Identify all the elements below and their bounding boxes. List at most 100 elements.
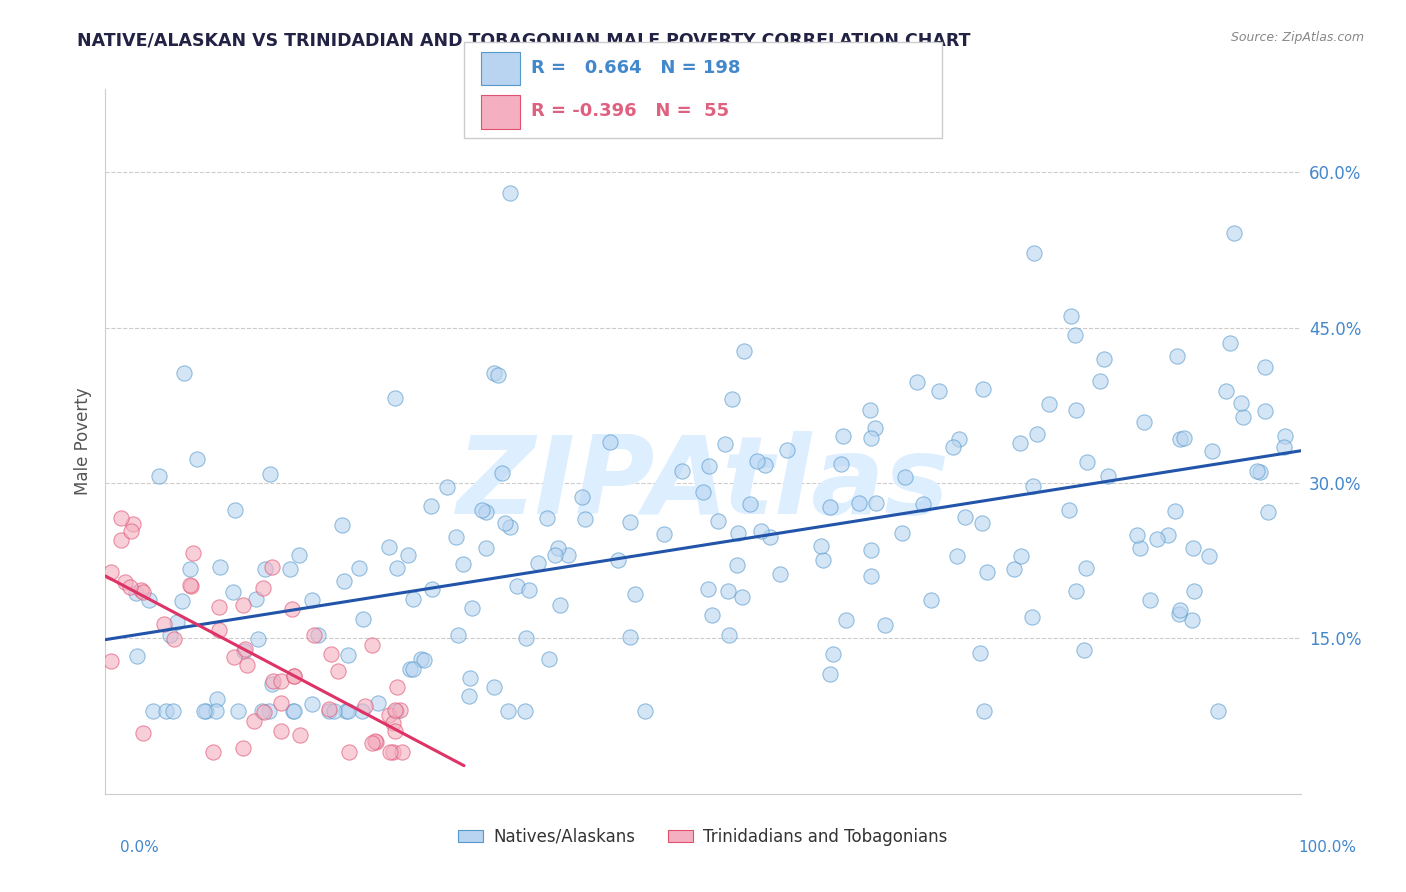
Point xyxy=(1168,603,1191,617)
Point xyxy=(1076,454,1098,468)
Point xyxy=(865,496,887,510)
Point xyxy=(148,469,170,483)
Point xyxy=(1064,583,1087,598)
Point xyxy=(1129,541,1152,555)
Point xyxy=(201,746,224,760)
Point xyxy=(401,662,423,676)
Text: 100.0%: 100.0% xyxy=(1299,840,1357,855)
Point xyxy=(1222,226,1244,240)
Point xyxy=(259,704,281,718)
Point xyxy=(1021,610,1043,624)
Point xyxy=(193,704,215,718)
Point xyxy=(125,585,148,599)
Point xyxy=(411,652,433,666)
Point xyxy=(1182,583,1205,598)
Point xyxy=(270,696,292,710)
Point xyxy=(548,599,571,613)
Point xyxy=(118,580,141,594)
Point xyxy=(328,665,350,679)
Point xyxy=(1164,504,1187,518)
Point xyxy=(697,458,720,473)
Point xyxy=(232,643,254,657)
Point xyxy=(1022,245,1045,260)
Point xyxy=(387,561,409,575)
Point xyxy=(142,704,165,718)
Point xyxy=(283,669,305,683)
Point xyxy=(163,632,186,646)
Point xyxy=(301,592,323,607)
Point xyxy=(727,525,749,540)
Point xyxy=(1097,469,1119,483)
Point xyxy=(194,704,217,718)
Point xyxy=(352,612,374,626)
Point xyxy=(337,746,360,760)
Point xyxy=(905,376,928,390)
Point xyxy=(835,614,858,628)
Point xyxy=(1002,562,1025,576)
Point xyxy=(942,440,965,454)
Point xyxy=(491,467,513,481)
Point xyxy=(948,432,970,446)
Point xyxy=(347,561,370,575)
Point xyxy=(494,516,516,530)
Point xyxy=(714,437,737,451)
Point xyxy=(1274,429,1296,443)
Point xyxy=(254,562,277,576)
Legend: Natives/Alaskans, Trinidadians and Tobagonians: Natives/Alaskans, Trinidadians and Tobag… xyxy=(451,822,955,853)
Point xyxy=(928,384,950,398)
Point xyxy=(515,631,537,645)
Point xyxy=(166,615,188,630)
Point xyxy=(336,648,359,663)
Point xyxy=(471,502,494,516)
Point xyxy=(457,690,479,704)
Point xyxy=(378,746,401,760)
Point xyxy=(571,490,593,504)
Point xyxy=(499,519,522,533)
Point xyxy=(972,516,994,531)
Point xyxy=(413,653,436,667)
Point xyxy=(1181,613,1204,627)
Point xyxy=(422,582,444,597)
Point xyxy=(863,420,886,434)
Point xyxy=(733,344,755,359)
Point xyxy=(110,510,132,524)
Point xyxy=(696,582,718,597)
Point xyxy=(1229,396,1251,410)
Point xyxy=(253,705,276,719)
Point xyxy=(811,553,834,567)
Point xyxy=(321,647,343,661)
Point xyxy=(451,558,474,572)
Point xyxy=(1076,561,1098,575)
Point xyxy=(402,591,425,606)
Point xyxy=(859,569,882,583)
Point xyxy=(243,714,266,728)
Point xyxy=(1064,403,1087,417)
Point xyxy=(360,736,382,750)
Point xyxy=(281,704,304,718)
Point xyxy=(138,592,160,607)
Point xyxy=(859,402,882,417)
Point xyxy=(247,632,270,647)
Point xyxy=(228,704,250,718)
Point xyxy=(776,442,799,457)
Point xyxy=(720,392,742,407)
Point xyxy=(1057,503,1080,517)
Point xyxy=(420,500,443,514)
Point xyxy=(1272,440,1295,454)
Point xyxy=(848,496,870,510)
Point xyxy=(810,540,832,554)
Point xyxy=(891,525,914,540)
Point xyxy=(499,186,522,200)
Point xyxy=(186,451,208,466)
Point xyxy=(730,591,752,605)
Point xyxy=(1157,528,1180,542)
Point xyxy=(262,673,284,688)
Point xyxy=(181,546,204,560)
Point xyxy=(1026,426,1049,441)
Point xyxy=(232,598,254,612)
Point xyxy=(307,628,329,642)
Point xyxy=(114,575,136,590)
Point xyxy=(1182,541,1205,555)
Point xyxy=(224,502,246,516)
Point xyxy=(222,584,245,599)
